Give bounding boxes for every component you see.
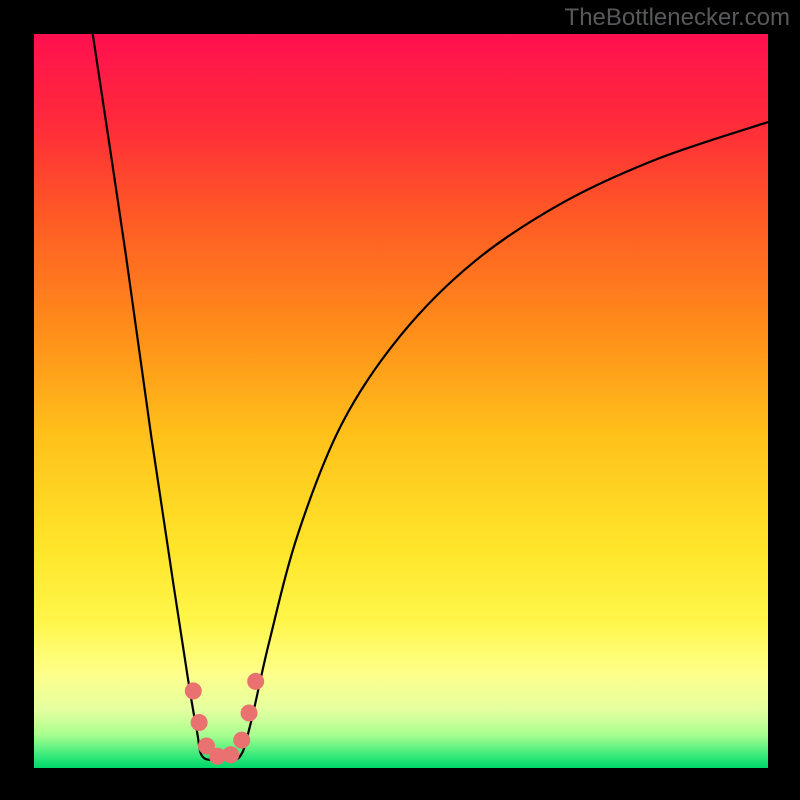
chart-svg [34, 34, 768, 768]
marker-point [191, 714, 207, 730]
marker-point [223, 747, 239, 763]
bottleneck-curve [93, 34, 768, 760]
marker-point [234, 732, 250, 748]
marker-point [241, 705, 257, 721]
watermark-text: TheBottlenecker.com [565, 4, 790, 32]
marker-point [185, 683, 201, 699]
plot-area [34, 34, 768, 768]
marker-point [248, 673, 264, 689]
